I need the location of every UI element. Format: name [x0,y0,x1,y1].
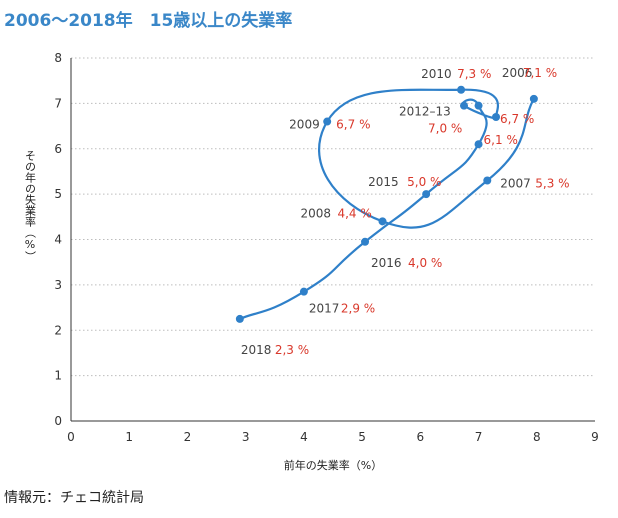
y-tick-label: 3 [54,278,62,292]
data-point [492,112,501,121]
year-label: 2015 [368,175,399,189]
y-tick-label: 2 [54,323,62,337]
data-point [299,287,308,296]
value-label: 2,3 % [275,343,309,357]
value-label: 7,1 % [523,66,557,80]
x-tick-label: 5 [358,430,366,444]
value-label: 5,3 % [535,177,569,191]
x-tick-label: 0 [67,430,75,444]
value-label: 7,3 % [457,67,491,81]
x-tick-label: 4 [300,430,308,444]
year-label: 2017 [309,302,340,316]
x-tick-label: 3 [242,430,250,444]
chart-title: 2006～2018年 15歳以上の失業率 [4,11,293,31]
data-point [457,85,466,94]
y-tick-label: 5 [54,187,62,201]
x-tick-label: 1 [125,430,133,444]
data-point [361,237,370,246]
year-label: 2009 [289,118,320,132]
value-label: 2,9 % [341,302,375,316]
y-tick-label: 8 [54,51,62,65]
axes [70,58,595,422]
value-label: 6,7 % [500,112,534,126]
value-label: 6,1 % [484,133,518,147]
data-point [483,176,492,185]
y-tick-label: 7 [54,96,62,110]
value-label: 7,0 % [428,122,462,136]
year-label: 2008 [300,206,331,220]
y-tick-label: 4 [54,233,62,247]
data-point [460,101,468,110]
x-tick-label: 9 [591,430,599,444]
year-label: 2006 [502,66,533,80]
data-point [529,94,538,103]
value-label: 5,0 % [407,175,441,189]
data-point [474,140,483,149]
value-label: 6,7 % [336,118,370,132]
year-label: 2012–13 [399,105,451,119]
year-label: 2007 [500,177,531,191]
data-point [378,217,387,226]
y-tick-labels: 0 1 2 3 4 5 6 7 8 [54,51,62,428]
grid-lines [71,57,595,377]
x-tick-label: 8 [533,430,541,444]
source-note: 情報元：チェコ統計局 [4,490,144,506]
x-axis-label: 前年の失業率（%） [284,458,382,472]
y-tick-label: 6 [54,142,62,156]
y-tick-label: 0 [54,414,62,428]
value-label: 4,4 % [337,206,371,220]
data-point [474,101,483,110]
y-axis-label: その年の失業率（%） [24,150,37,262]
x-tick-label: 7 [475,430,483,444]
value-label: 4,0 % [408,256,442,270]
data-point [323,117,332,126]
x-tick-label: 6 [417,430,425,444]
year-label: 2018 [241,343,272,357]
year-label: 2010 [421,67,452,81]
data-point [422,190,431,199]
y-tick-label: 1 [54,369,62,383]
data-points [235,85,538,323]
x-tick-label: 2 [184,430,192,444]
year-label: 2016 [371,256,402,270]
x-tick-labels: 0 1 2 3 4 5 6 7 8 9 [67,430,599,444]
data-point [235,314,244,323]
